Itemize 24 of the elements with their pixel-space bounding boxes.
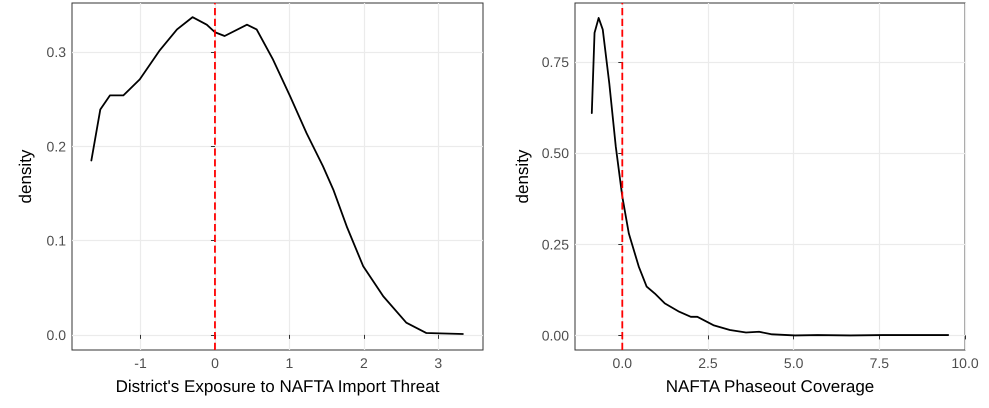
y-tick-label: 0.50 bbox=[542, 145, 570, 162]
x-tick-label: 0.0 bbox=[612, 355, 632, 371]
y-axis-title: density bbox=[512, 149, 532, 204]
x-tick-label: 2 bbox=[360, 355, 368, 371]
y-tick-label: 0.2 bbox=[46, 138, 66, 154]
y-tick-label: 0.1 bbox=[46, 232, 66, 249]
y-tick-label: 0.0 bbox=[46, 326, 66, 343]
x-tick-label: 1 bbox=[286, 355, 294, 371]
line-series bbox=[590, 17, 950, 336]
x-tick-label: 10.0 bbox=[951, 355, 979, 371]
y-tick-label: 0.25 bbox=[542, 236, 570, 252]
x-axis-title: District's Exposure to NAFTA Import Threat bbox=[116, 377, 440, 396]
y-tick-label: 0.3 bbox=[46, 44, 66, 60]
x-tick-label: -1 bbox=[134, 355, 147, 371]
x-axis-title: NAFTA Phaseout Coverage bbox=[666, 377, 874, 396]
x-tick-label: 7.5 bbox=[870, 355, 890, 371]
y-tick-label: 0.00 bbox=[542, 327, 570, 344]
x-tick-label: 5.0 bbox=[784, 355, 804, 371]
x-tick-label: 0 bbox=[211, 355, 220, 371]
y-axis-title: density bbox=[16, 149, 35, 204]
line-series bbox=[90, 16, 464, 335]
x-tick-label: 2.5 bbox=[698, 355, 718, 371]
y-tick-label: 0.75 bbox=[542, 54, 570, 70]
x-tick-label: 3 bbox=[434, 355, 442, 371]
